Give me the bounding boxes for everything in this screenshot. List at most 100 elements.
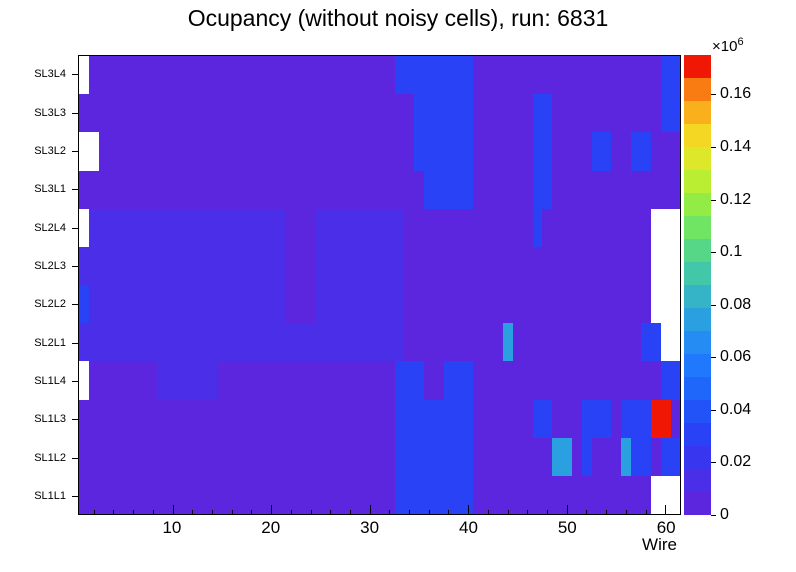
heatmap-cell [79, 246, 89, 286]
heatmap-cell [226, 285, 237, 324]
heatmap-cell [148, 246, 158, 286]
heatmap-cell [138, 437, 149, 476]
heatmap-cell [591, 361, 602, 400]
heatmap-cell [532, 208, 543, 247]
heatmap-cell [522, 437, 533, 476]
heatmap-cell [256, 285, 267, 324]
heatmap-cell [266, 132, 277, 171]
heatmap-cell [463, 170, 474, 209]
heatmap-cell [148, 285, 158, 324]
heatmap-cell [581, 475, 592, 515]
heatmap-row [79, 323, 681, 362]
heatmap-cell [601, 208, 612, 247]
heatmap-cell [473, 94, 484, 133]
heatmap-cell [305, 246, 316, 286]
heatmap-cell [364, 399, 375, 438]
heatmap-cell [404, 399, 415, 438]
heatmap-cell [207, 170, 218, 209]
heatmap-cell [433, 323, 444, 362]
heatmap-cell [631, 56, 641, 95]
heatmap-cell [522, 399, 533, 438]
heatmap-cell [335, 475, 346, 515]
heatmap-cell [197, 323, 208, 362]
heatmap-cell [522, 208, 533, 247]
heatmap-cell [414, 361, 425, 400]
heatmap-cell [108, 399, 119, 438]
heatmap-cell [157, 94, 168, 133]
x-axis-tick-label: 60 [656, 518, 676, 537]
heatmap-cell [236, 94, 247, 133]
heatmap-cell [148, 399, 158, 438]
heatmap-cell [138, 170, 149, 209]
heatmap-cell [266, 399, 277, 438]
heatmap-row [79, 246, 681, 286]
heatmap-cell [98, 170, 109, 209]
heatmap-cell [217, 361, 227, 400]
heatmap-cell [394, 132, 405, 171]
x-axis-tick-label: 10 [162, 518, 182, 537]
heatmap-cell [325, 285, 336, 324]
heatmap-cell [384, 475, 395, 515]
heatmap-cell [424, 285, 434, 324]
heatmap-cell [483, 475, 494, 515]
heatmap-cell [355, 399, 365, 438]
heatmap-cell [542, 246, 553, 286]
heatmap-cell [581, 132, 592, 171]
heatmap-cell [493, 437, 503, 476]
heatmap-cell [246, 399, 257, 438]
heatmap-cell [177, 132, 188, 171]
heatmap-cell [355, 170, 365, 209]
heatmap-cell [79, 437, 89, 476]
colorbar-segment [684, 78, 711, 101]
heatmap-cell [443, 399, 454, 438]
heatmap-cell [266, 285, 277, 324]
heatmap-cell [256, 94, 267, 133]
x-axis-tick-label: 50 [557, 518, 577, 537]
heatmap-cell [236, 475, 247, 515]
heatmap-row [79, 132, 681, 171]
heatmap-cell [384, 170, 395, 209]
colorbar-segment [684, 308, 711, 331]
heatmap-cell [118, 399, 129, 438]
heatmap-cell [276, 208, 287, 247]
heatmap-cell [443, 285, 454, 324]
heatmap-cell [364, 475, 375, 515]
heatmap-cell [650, 94, 661, 133]
heatmap-cell [660, 437, 671, 476]
heatmap-cell [552, 208, 563, 247]
heatmap-cell [552, 170, 563, 209]
heatmap-cell [463, 208, 474, 247]
heatmap-cell [246, 437, 257, 476]
heatmap-cell [552, 361, 563, 400]
heatmap-cell [502, 437, 513, 476]
heatmap-cell [295, 246, 306, 286]
heatmap-cell [453, 208, 464, 247]
y-axis-label: SL2L3 [34, 259, 66, 272]
heatmap-cell [108, 475, 119, 515]
heatmap-cell [98, 323, 109, 362]
heatmap-cell [473, 285, 484, 324]
heatmap-cell [345, 475, 356, 515]
heatmap-cell [414, 132, 425, 171]
heatmap-cell [286, 475, 296, 515]
heatmap-cell [295, 170, 306, 209]
heatmap-cell [581, 437, 592, 476]
colorbar-tick-label: 0.16 [720, 85, 752, 103]
heatmap-cell [128, 437, 139, 476]
heatmap-cell [552, 475, 563, 515]
heatmap-cell [581, 246, 592, 286]
heatmap-cell [286, 208, 296, 247]
heatmap-cell [473, 437, 484, 476]
heatmap-cell [581, 361, 592, 400]
heatmap-cell [424, 246, 434, 286]
heatmap-cell [325, 323, 336, 362]
heatmap-cell [493, 246, 503, 286]
heatmap-cell [256, 132, 267, 171]
heatmap-cell [355, 323, 365, 362]
heatmap-cell [217, 399, 227, 438]
heatmap-cell [522, 475, 533, 515]
heatmap-cell [355, 94, 365, 133]
heatmap-cell [581, 94, 592, 133]
heatmap-cell [315, 323, 326, 362]
heatmap-cell [226, 399, 237, 438]
